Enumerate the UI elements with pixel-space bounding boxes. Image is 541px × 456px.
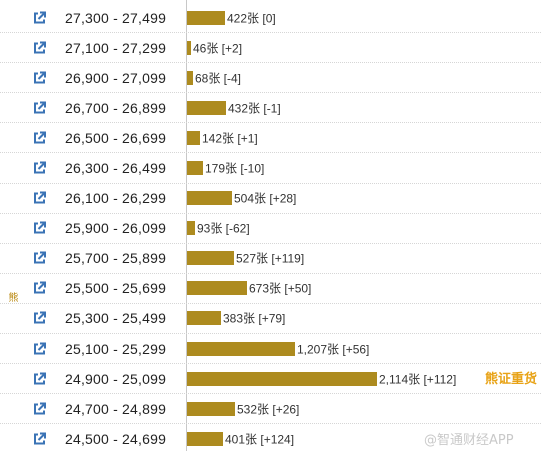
external-link-icon[interactable] [33,41,46,54]
bar-cell: 532张 [+26] [187,394,541,423]
quantity-label: 401张 [+124] [225,432,295,447]
external-link-icon[interactable] [33,311,46,325]
bar-cell: 93张 [-62] [187,214,541,243]
external-link-icon[interactable] [33,402,46,415]
price-range-list: 27,300 - 27,499 422张 [0] 27,100 - 27,299 46… [0,3,541,454]
bar-cell: 401张 [+124] [187,424,541,454]
bar-cell: 527张 [+119] [187,244,541,273]
bar-cell: 142张 [+1] [187,123,541,152]
quantity-bar [187,311,221,326]
price-range-label: 25,100 - 25,299 [65,340,167,357]
price-range-label: 25,500 - 25,699 [65,280,167,297]
external-link-icon[interactable] [33,131,46,144]
bar-cell: 673张 [+50] [187,274,541,303]
table-row: 25,900 - 26,099 93张 [-62] [0,214,541,244]
quantity-bar [187,432,223,447]
quantity-label: 422张 [0] [227,11,276,26]
bar-cell: 422张 [0] [187,3,541,32]
quantity-label: 46张 [+2] [193,41,243,56]
table-row: 26,900 - 27,099 68张 [-4] [0,63,541,94]
quantity-label: 383张 [+79] [223,311,286,326]
external-link-icon[interactable] [33,11,46,24]
quantity-label: 527张 [+119] [236,251,305,266]
price-range-label: 26,300 - 26,499 [65,160,167,177]
quantity-bar [187,40,191,55]
table-row: 26,700 - 26,899 432张 [-1] [0,93,541,124]
table-row: 25,700 - 25,899 527张 [+119] [0,244,541,274]
external-link-icon[interactable] [33,221,46,235]
external-link-icon[interactable] [33,372,46,385]
quantity-bar [187,371,377,386]
bar-cell: 504张 [+28] [187,184,541,213]
quantity-label: 2,114张 [+112] [379,372,457,387]
price-range-label: 27,100 - 27,299 [65,39,167,56]
quantity-label: 179张 [-10] [205,161,265,176]
table-row: 24,900 - 25,099 2,114张 [+112] [0,364,541,395]
quantity-bar [187,70,193,85]
bar-cell: 179张 [-10] [187,153,541,182]
price-range-label: 25,900 - 26,099 [65,220,167,237]
bar-cell: 2,114张 [+112] [187,364,541,393]
bar-cell: 1,207张 [+56] [187,334,541,363]
quantity-label: 673张 [+50] [249,281,312,296]
external-link-icon[interactable] [33,191,46,205]
external-link-icon[interactable] [33,432,46,446]
price-range-label: 26,500 - 26,699 [65,129,167,146]
table-row: 25,300 - 25,499 383张 [+79] [0,304,541,335]
price-range-label: 24,700 - 24,899 [65,400,167,417]
table-row: 25,500 - 25,699 673张 [+50] [0,274,541,304]
external-link-icon[interactable] [33,281,46,295]
external-link-icon[interactable] [33,101,46,114]
price-range-label: 27,300 - 27,499 [65,9,167,26]
quantity-label: 504张 [+28] [234,191,297,206]
quantity-label: 142张 [+1] [202,131,258,146]
bar-cell: 46张 [+2] [187,33,541,62]
quantity-bar [187,191,232,206]
watermark-gold: 熊证重货 [485,372,538,387]
table-row: 25,100 - 25,299 1,207张 [+56] [0,334,541,365]
bar-axis-divider [186,0,187,451]
table-row: 26,500 - 26,699 142张 [+1] [0,123,541,154]
price-range-label: 26,700 - 26,899 [65,99,167,116]
price-range-label: 24,900 - 25,099 [65,370,167,387]
bear-side-label: 熊 [6,292,17,302]
external-link-icon[interactable] [33,161,46,175]
external-link-icon[interactable] [33,251,46,265]
bar-cell: 432张 [-1] [187,93,541,122]
bar-cell: 68张 [-4] [187,63,541,92]
table-row: 26,100 - 26,299 504张 [+28] [0,184,541,214]
quantity-bar [187,281,247,296]
quantity-bar [187,100,226,115]
quantity-bar [187,401,235,416]
external-link-icon[interactable] [33,342,46,355]
quantity-bar [187,341,295,356]
price-range-label: 25,700 - 25,899 [65,250,167,267]
external-link-icon[interactable] [33,71,46,84]
watermark-app: @智通财经APP [424,433,514,448]
price-range-label: 26,100 - 26,299 [65,190,167,207]
table-row: 24,700 - 24,899 532张 [+26] [0,394,541,425]
table-row: 27,100 - 27,299 46张 [+2] [0,33,541,64]
quantity-bar [187,161,203,176]
quantity-label: 432张 [-1] [228,101,281,116]
price-range-label: 25,300 - 25,499 [65,310,167,327]
quantity-label: 1,207张 [+56] [297,342,370,357]
quantity-label: 68张 [-4] [195,71,242,86]
price-range-label: 24,500 - 24,699 [65,431,167,448]
table-row: 27,300 - 27,499 422张 [0] [0,3,541,34]
table-row: 24,500 - 24,699 401张 [+124] [0,424,541,454]
quantity-label: 93张 [-62] [197,221,250,236]
quantity-bar [187,10,225,25]
price-range-label: 26,900 - 27,099 [65,69,167,86]
bar-cell: 383张 [+79] [187,304,541,333]
quantity-label: 532张 [+26] [237,402,300,417]
quantity-bar [187,251,234,266]
quantity-bar [187,221,195,236]
quantity-bar [187,130,200,145]
table-row: 26,300 - 26,499 179张 [-10] [0,153,541,184]
